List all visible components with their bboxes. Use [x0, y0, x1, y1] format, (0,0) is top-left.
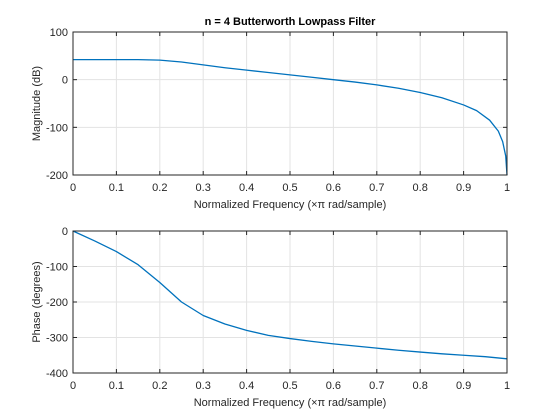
phase-x-tick-label: 0.3: [196, 380, 211, 392]
phase-x-tick-label: 0: [70, 380, 76, 392]
phase-x-tick-label: 0.4: [239, 380, 254, 392]
magnitude-x-tick-label: 0.2: [152, 182, 167, 194]
magnitude-x-tick-label: 1: [504, 182, 510, 194]
phase-y-tick-label: -200: [46, 297, 68, 309]
magnitude-series-line-0: [73, 59, 508, 176]
magnitude-y-tick-label: -100: [46, 122, 68, 134]
magnitude-x-tick-label: 0.5: [282, 182, 297, 194]
phase-y-tick-label: 0: [62, 226, 68, 238]
magnitude-plot: 0 0.1 0.2 0.3 0.4 0.5 0.6 0.7 0.8 0.9 1 100 0 -100 -20…: [31, 16, 510, 211]
magnitude-x-tick-label: 0.6: [326, 182, 341, 194]
phase-x-tick-label: 0.5: [282, 380, 297, 392]
phase-x-tick-label: 1: [504, 380, 510, 392]
phase-x-tick-label: 0.2: [152, 380, 167, 392]
magnitude-y-tick-label: -200: [46, 170, 68, 182]
phase-y-axis-title: Phase (degrees): [31, 261, 43, 342]
magnitude-y-tick-label: 100: [50, 27, 68, 39]
phase-y-tick-label: -300: [46, 333, 68, 345]
magnitude-x-tick-label: 0.4: [239, 182, 254, 194]
magnitude-x-tick-label: 0.3: [196, 182, 211, 194]
magnitude-x-tick-label: 0.7: [369, 182, 384, 194]
phase-y-tick-label: -400: [46, 368, 68, 380]
phase-x-tick-label: 0.1: [109, 380, 124, 392]
phase-x-axis-title: Normalized Frequency (×π rad/sample): [194, 397, 387, 409]
phase-x-tick-label: 0.9: [456, 380, 471, 392]
phase-x-tick-label: 0.7: [369, 380, 384, 392]
phase-plot: 0 0.1 0.2 0.3 0.4 0.5 0.6 0.7 0.8 0.9 1 0 -100 -200 -3…: [31, 226, 510, 409]
magnitude-x-tick-label: 0.9: [456, 182, 471, 194]
phase-x-tick-label: 0.8: [413, 380, 428, 392]
magnitude-y-axis-title: Magnitude (dB): [31, 66, 43, 141]
magnitude-x-axis-title: Normalized Frequency (×π rad/sample): [194, 199, 387, 211]
magnitude-x-tick-label: 0.8: [413, 182, 428, 194]
phase-y-tick-label: -100: [46, 262, 68, 274]
magnitude-chart-title: n = 4 Butterworth Lowpass Filter: [205, 16, 377, 28]
magnitude-y-tick-label: 0: [62, 75, 68, 87]
phase-series-line-0: [72, 230, 508, 360]
phase-x-tick-label: 0.6: [326, 380, 341, 392]
magnitude-x-tick-label: 0: [70, 182, 76, 194]
magnitude-x-tick-label: 0.1: [109, 182, 124, 194]
